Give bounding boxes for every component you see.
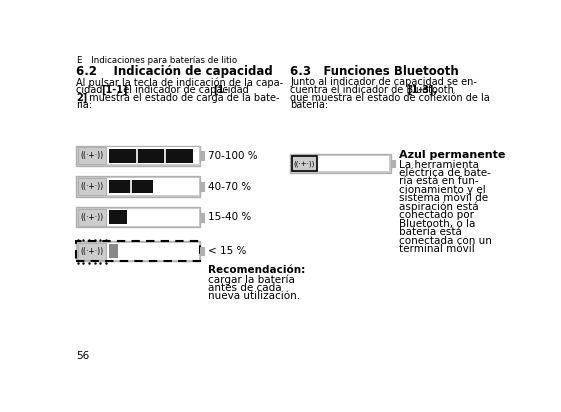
Text: aspiración está: aspiración está	[399, 202, 479, 213]
FancyBboxPatch shape	[391, 159, 395, 167]
FancyBboxPatch shape	[292, 156, 316, 171]
Text: eléctrica de bate-: eléctrica de bate-	[399, 168, 491, 178]
FancyBboxPatch shape	[200, 213, 204, 222]
Text: [1-3],: [1-3],	[407, 85, 438, 95]
Text: cuentra el indicador de Bluetooth: cuentra el indicador de Bluetooth	[290, 85, 457, 95]
Text: 56: 56	[76, 351, 90, 361]
FancyBboxPatch shape	[76, 146, 200, 166]
Text: nueva utilización.: nueva utilización.	[208, 291, 300, 301]
Text: terminal móvil: terminal móvil	[399, 244, 475, 254]
Text: Al pulsar la tecla de indicación de la capa-: Al pulsar la tecla de indicación de la c…	[76, 77, 283, 88]
Text: [1-1]: [1-1]	[101, 85, 127, 95]
FancyBboxPatch shape	[318, 156, 389, 171]
Text: [1-: [1-	[214, 85, 229, 95]
FancyBboxPatch shape	[78, 209, 106, 226]
Text: conectada con un: conectada con un	[399, 236, 491, 246]
FancyBboxPatch shape	[78, 147, 106, 164]
FancyBboxPatch shape	[107, 209, 199, 226]
FancyBboxPatch shape	[107, 147, 199, 164]
Text: antes de cada: antes de cada	[208, 283, 282, 293]
Text: ((·+·)): ((·+·))	[80, 213, 103, 222]
Text: batería está: batería está	[399, 227, 462, 237]
FancyBboxPatch shape	[109, 211, 127, 224]
Text: ría:: ría:	[76, 100, 93, 110]
FancyBboxPatch shape	[76, 207, 200, 227]
Text: 70-100 %: 70-100 %	[208, 151, 257, 161]
Text: Bluetooth, o la: Bluetooth, o la	[399, 219, 475, 229]
FancyBboxPatch shape	[109, 149, 193, 163]
Text: cargar la batería: cargar la batería	[208, 274, 295, 285]
Text: E: E	[76, 56, 82, 65]
Text: 6.2    Indicación de capacidad: 6.2 Indicación de capacidad	[76, 65, 273, 78]
Text: La herramienta: La herramienta	[399, 159, 479, 170]
Text: que muestra el estado de conexión de la: que muestra el estado de conexión de la	[290, 93, 490, 103]
FancyBboxPatch shape	[107, 243, 199, 260]
FancyBboxPatch shape	[78, 243, 106, 260]
Text: batería:: batería:	[290, 100, 328, 110]
Text: Azul permanente: Azul permanente	[399, 150, 505, 159]
Text: conectado por: conectado por	[399, 211, 473, 220]
Text: ((·+·)): ((·+·))	[80, 151, 103, 160]
Text: muestra el estado de carga de la bate-: muestra el estado de carga de la bate-	[86, 93, 279, 103]
FancyBboxPatch shape	[290, 154, 391, 173]
FancyBboxPatch shape	[107, 178, 199, 195]
FancyBboxPatch shape	[109, 244, 118, 258]
Text: 6.3   Funciones Bluetooth: 6.3 Funciones Bluetooth	[290, 65, 459, 78]
Text: ((·+·)): ((·+·))	[80, 247, 103, 256]
Text: Recomendación:: Recomendación:	[208, 265, 305, 275]
Text: 15-40 %: 15-40 %	[208, 212, 251, 222]
FancyBboxPatch shape	[76, 241, 200, 261]
Text: ((·+·)): ((·+·))	[80, 182, 103, 191]
Text: Indicaciones para baterías de litio: Indicaciones para baterías de litio	[82, 56, 237, 65]
Text: cidad: cidad	[76, 85, 106, 95]
Text: sistema móvil de: sistema móvil de	[399, 193, 488, 204]
FancyBboxPatch shape	[78, 178, 106, 195]
Text: , el indicador de capacidad: , el indicador de capacidad	[117, 85, 252, 95]
Text: < 15 %: < 15 %	[208, 246, 246, 256]
FancyBboxPatch shape	[76, 176, 200, 197]
FancyBboxPatch shape	[200, 152, 204, 160]
Text: cionamiento y el: cionamiento y el	[399, 185, 485, 195]
FancyBboxPatch shape	[200, 247, 204, 255]
Text: Junto al indicador de capacidad se en-: Junto al indicador de capacidad se en-	[290, 77, 477, 87]
FancyBboxPatch shape	[109, 180, 153, 193]
Text: 2]: 2]	[76, 93, 88, 103]
Text: ((·+·)): ((·+·))	[293, 160, 315, 166]
Text: 40-70 %: 40-70 %	[208, 182, 251, 192]
FancyBboxPatch shape	[200, 182, 204, 191]
Text: ría está en fun-: ría está en fun-	[399, 176, 479, 187]
